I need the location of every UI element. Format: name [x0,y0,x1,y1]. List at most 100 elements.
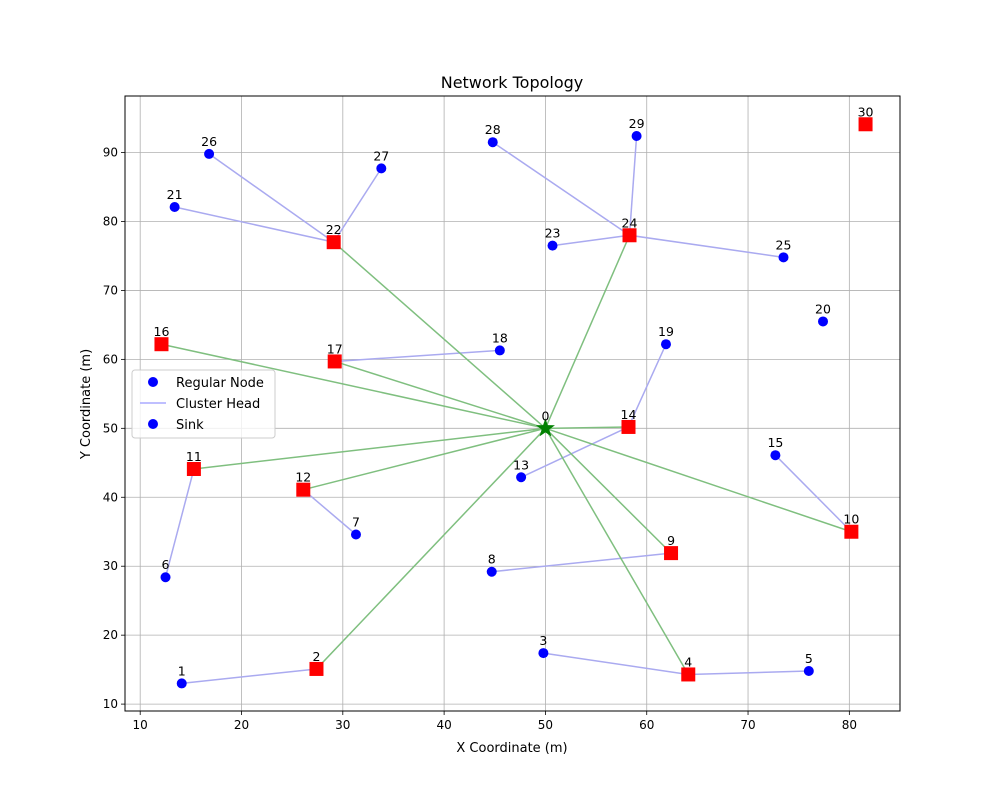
x-tick-label: 50 [538,718,553,732]
legend-label-sink: Sink [176,418,204,433]
member-link-15-10 [774,454,852,533]
node-label-16: 16 [154,324,170,339]
chart-title: Network Topology [441,73,584,92]
node-label-0: 0 [541,408,549,423]
member-links [164,135,852,685]
y-tick-label: 40 [103,490,118,504]
x-tick-label: 60 [639,718,654,732]
node-label-6: 6 [162,557,170,572]
nodes [154,117,873,689]
grid [125,96,900,711]
node-label-23: 23 [545,226,561,241]
member-link-28-24 [492,141,630,236]
regular-node-15 [770,450,781,461]
sink-links [161,234,852,675]
regular-node-21 [169,202,180,213]
member-link-29-24 [628,135,638,236]
cluster-head-node-14 [621,419,636,434]
y-tick-label: 50 [103,421,118,435]
y-tick-label: 60 [103,352,118,366]
node-label-25: 25 [776,237,792,252]
node-label-7: 7 [352,514,360,529]
node-label-1: 1 [178,663,186,678]
node-label-21: 21 [167,187,183,202]
cluster-head-node-9 [664,546,679,561]
x-ticks: 10 20 30 40 50 60 70 80 [133,711,857,732]
cluster-head-node-2 [309,661,324,676]
node-label-19: 19 [658,324,674,339]
cluster-head-node-16 [154,337,169,352]
node-label-27: 27 [373,148,389,163]
member-link-21-22 [174,206,334,243]
regular-node-18 [494,345,505,356]
node-label-14: 14 [621,407,637,422]
node-label-3: 3 [539,633,547,648]
y-ticks: 10 20 30 40 50 60 70 80 90 [103,146,125,711]
sink-link-2 [315,427,546,670]
cluster-head-node-11 [186,461,201,476]
legend-box [131,369,276,439]
member-link-23-24 [552,234,630,247]
member-link-26-22 [208,153,335,243]
x-tick-label: 10 [133,718,148,732]
node-label-15: 15 [767,435,783,450]
regular-node-7 [350,529,361,540]
x-tick-label: 30 [335,718,350,732]
regular-node-8 [486,566,497,577]
x-tick-label: 70 [740,718,755,732]
legend-label-cluster-head: Cluster Head [176,397,260,412]
cluster-head-node-17 [327,354,342,369]
member-link-3-4 [543,652,689,676]
regular-node-6 [160,572,171,583]
y-tick-label: 30 [103,559,118,573]
node-label-20: 20 [815,301,831,316]
regular-node-25 [778,252,789,263]
sink-link-16 [161,343,546,430]
x-axis-label: X Coordinate (m) [456,741,567,756]
node-label-9: 9 [667,533,675,548]
node-label-11: 11 [186,449,202,464]
y-tick-label: 80 [103,214,118,228]
regular-node-19 [660,339,671,350]
cluster-head-node-22 [326,235,341,250]
legend-label-regular-node: Regular Node [176,376,264,391]
y-tick-label: 10 [103,697,118,711]
node-label-5: 5 [805,651,813,666]
y-axis-label: Y Coordinate (m) [79,349,94,460]
node-label-26: 26 [201,134,217,149]
node-label-8: 8 [488,552,496,567]
member-link-7-12 [302,489,357,536]
plot-frame [124,95,901,712]
member-link-18-17 [334,349,500,363]
sink-link-4 [544,427,689,675]
sink-link-24 [544,234,631,429]
y-tick-label: 20 [103,628,118,642]
cluster-head-node-12 [296,482,311,497]
node-label-2: 2 [312,649,320,664]
node-label-13: 13 [513,457,529,472]
regular-node-29 [631,130,642,141]
sink-link-12 [303,427,546,491]
y-tick-label: 70 [103,283,118,297]
regular-node-20 [818,316,829,327]
regular-node-28 [487,137,498,148]
node-label-10: 10 [843,512,859,527]
member-link-25-24 [629,234,784,259]
node-label-28: 28 [485,122,501,137]
cluster-head-node-4 [681,667,696,682]
member-link-19-14 [627,343,667,428]
regular-node-13 [516,472,527,483]
member-link-27-22 [333,167,382,243]
node-label-29: 29 [629,116,645,131]
sink-link-22 [333,241,546,429]
sink-node-0 [535,418,555,437]
sink-link-9 [544,427,672,554]
sink-link-14 [545,426,629,430]
regular-node-3 [538,648,549,659]
member-link-1-2 [181,668,317,685]
member-link-6-11 [164,468,195,578]
node-label-17: 17 [327,341,343,356]
regular-node-27 [376,163,387,174]
node-label-12: 12 [295,470,311,485]
